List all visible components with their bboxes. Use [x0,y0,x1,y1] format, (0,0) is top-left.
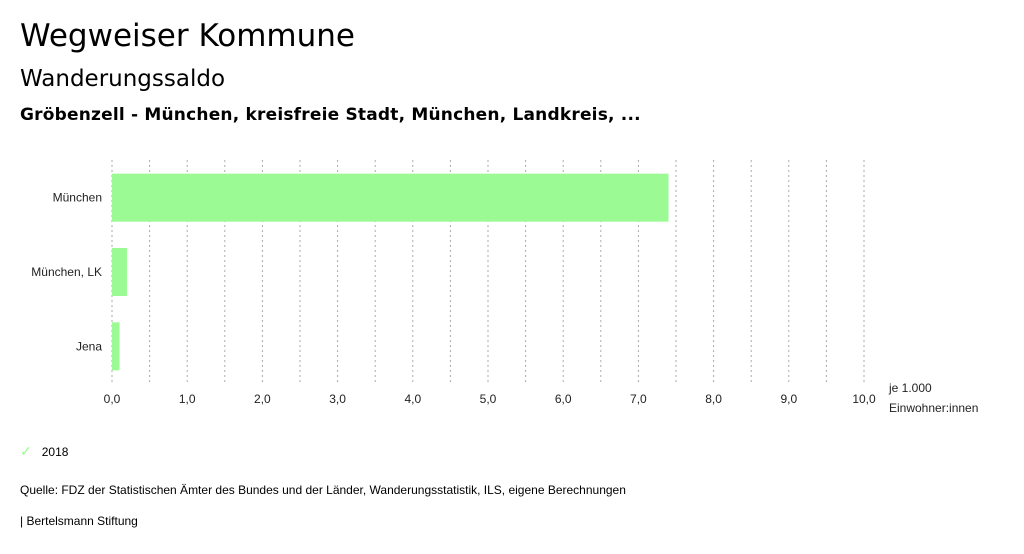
category-label: München, LK [31,265,102,279]
app-title: Wegweiser Kommune [20,18,355,54]
bar[interactable] [112,173,669,222]
x-tick-label: 5,0 [480,392,497,406]
x-tick-label: 8,0 [705,392,722,406]
x-axis-label-line2: Einwohner:innen [889,401,978,415]
source-note: Quelle: FDZ der Statistischen Ämter des … [20,483,626,497]
x-tick-label: 0,0 [104,392,121,406]
x-axis-label-line1: je 1.000 [888,381,932,395]
bar[interactable] [112,322,120,371]
legend-item-2018[interactable]: ✓ 2018 [20,443,68,460]
selection-subtitle: Gröbenzell - München, kreisfreie Stadt, … [20,105,641,125]
category-label: München [53,191,102,205]
chart-title: Wanderungssaldo [20,66,226,92]
category-label: Jena [76,339,102,353]
legend-label: 2018 [41,444,69,459]
check-icon: ✓ [20,443,32,459]
x-tick-label: 7,0 [630,392,647,406]
x-tick-label: 3,0 [329,392,346,406]
x-tick-label: 4,0 [404,392,421,406]
x-tick-label: 6,0 [555,392,572,406]
x-tick-label: 9,0 [780,392,797,406]
x-tick-label: 10,0 [852,392,876,406]
x-tick-label: 1,0 [179,392,196,406]
bar[interactable] [112,248,128,296]
brand-note: | Bertelsmann Stiftung [20,514,138,528]
x-tick-label: 2,0 [254,392,271,406]
